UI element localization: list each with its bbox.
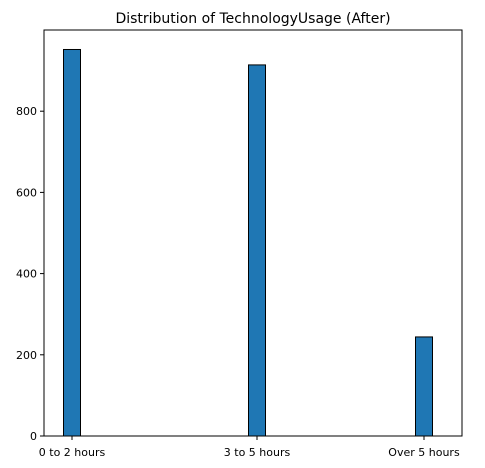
chart-title: Distribution of TechnologyUsage (After) — [115, 11, 390, 27]
y-tick-label: 0 — [30, 430, 37, 443]
x-tick-label: 0 to 2 hours — [39, 446, 106, 459]
y-axis: 0 200 400 600 800 — [16, 105, 44, 443]
bars-group — [63, 48, 433, 437]
x-tick-label: 3 to 5 hours — [224, 446, 291, 459]
y-tick-label: 400 — [16, 268, 37, 281]
bar-3-to-5-hours — [248, 64, 266, 437]
bar-0-to-2-hours — [63, 48, 81, 437]
y-tick-label: 200 — [16, 349, 37, 362]
bar-over-5-hours — [415, 336, 433, 437]
x-axis: 0 to 2 hours 3 to 5 hours Over 5 hours — [39, 436, 460, 459]
y-tick-label: 800 — [16, 105, 37, 118]
x-tick-label: Over 5 hours — [388, 446, 460, 459]
y-tick-label: 600 — [16, 186, 37, 199]
plot-frame — [43, 29, 463, 437]
